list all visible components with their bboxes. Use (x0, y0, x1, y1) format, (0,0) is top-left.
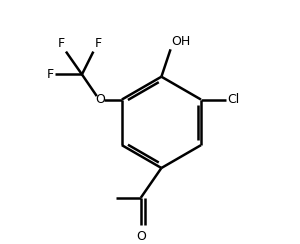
Text: F: F (58, 38, 65, 51)
Text: F: F (94, 38, 102, 51)
Text: OH: OH (172, 35, 191, 48)
Text: Cl: Cl (227, 93, 239, 106)
Text: F: F (46, 68, 53, 81)
Text: O: O (95, 93, 105, 106)
Text: O: O (136, 230, 146, 243)
